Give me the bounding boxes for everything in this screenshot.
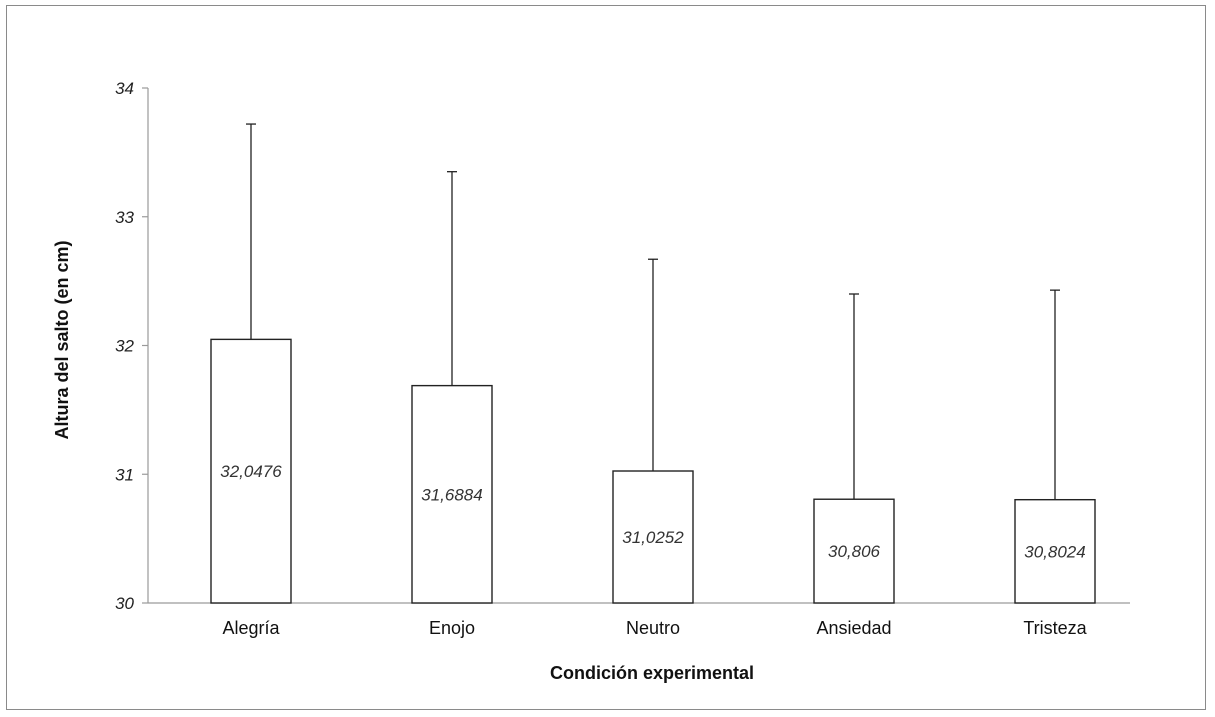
- y-tick-label: 31: [115, 465, 134, 484]
- x-category-label: Alegría: [222, 618, 280, 638]
- data-label: 31,0252: [622, 528, 684, 547]
- y-tick-label: 32: [115, 337, 134, 356]
- x-category-label: Enojo: [429, 618, 475, 638]
- error-bars: [246, 123, 1060, 500]
- data-label: 30,8024: [1024, 542, 1085, 561]
- y-tick-label: 33: [115, 208, 134, 227]
- x-category-label: Ansiedad: [816, 618, 891, 638]
- y-axis-title: Altura del salto (en cm): [52, 240, 72, 439]
- chart-frame: [6, 5, 1206, 710]
- bar: [813, 498, 895, 604]
- x-axis-title: Condición experimental: [550, 663, 754, 683]
- axes: 30 31 32 33 34 Alegría Enojo Neutro Ansiedad Tris…: [115, 79, 1130, 638]
- x-category-label: Neutro: [626, 618, 680, 638]
- bar: [1014, 498, 1096, 604]
- y-tick-label: 34: [115, 79, 134, 98]
- bars: [210, 338, 1096, 604]
- bar: [411, 384, 493, 604]
- data-label: 30,806: [828, 542, 881, 561]
- data-labels: 32,0476 31,6884 31,0252 30,806 30,8024: [220, 462, 1085, 561]
- bar: [612, 470, 694, 604]
- x-category-label: Tristeza: [1023, 618, 1087, 638]
- y-tick-label: 30: [115, 594, 134, 613]
- data-label: 32,0476: [220, 462, 282, 481]
- data-label: 31,6884: [421, 485, 482, 504]
